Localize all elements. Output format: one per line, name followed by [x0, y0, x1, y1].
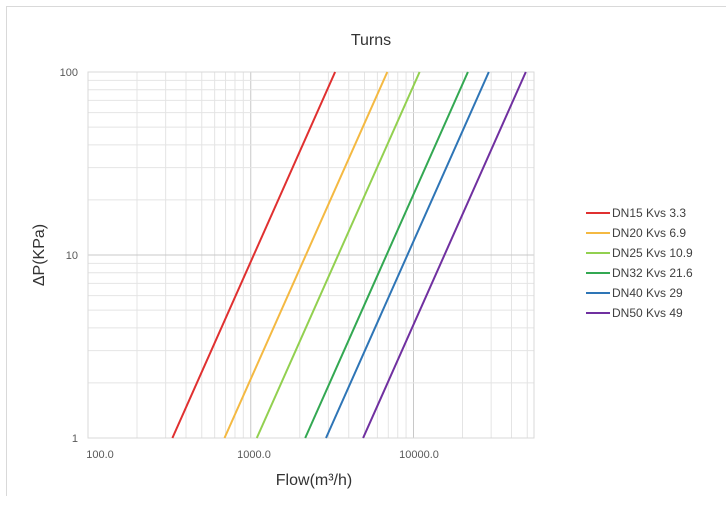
plot-area [87, 71, 535, 439]
series-line [171, 71, 337, 439]
series-line [223, 71, 389, 439]
legend-label: DN50 Kvs 49 [612, 306, 683, 320]
legend-label: DN15 Kvs 3.3 [612, 206, 686, 220]
x-tick-label: 100.0 [86, 449, 114, 461]
legend: DN15 Kvs 3.3 DN20 Kvs 6.9 DN25 Kvs 10.9 DN3… [586, 206, 693, 320]
legend-label: DN20 Kvs 6.9 [612, 226, 686, 240]
series-line [362, 71, 527, 439]
chart-title: Turns [351, 32, 391, 49]
x-tick-label: 1000.0 [237, 449, 271, 461]
series-line [325, 71, 490, 439]
series-layer [171, 71, 527, 439]
y-tick-label: 1 [72, 433, 78, 445]
chart-frame [6, 6, 726, 496]
series-line [304, 71, 469, 439]
y-axis-title: ΔP(KPa) [31, 224, 48, 286]
y-tick-label: 10 [66, 250, 78, 262]
series-line [255, 71, 421, 439]
legend-label: DN32 Kvs 21.6 [612, 266, 693, 280]
legend-label: DN40 Kvs 29 [612, 286, 683, 300]
x-axis-title: Flow(m³/h) [276, 472, 352, 489]
x-tick-label: 10000.0 [399, 449, 439, 461]
y-tick-label: 100 [60, 67, 78, 79]
legend-label: DN25 Kvs 10.9 [612, 246, 693, 260]
